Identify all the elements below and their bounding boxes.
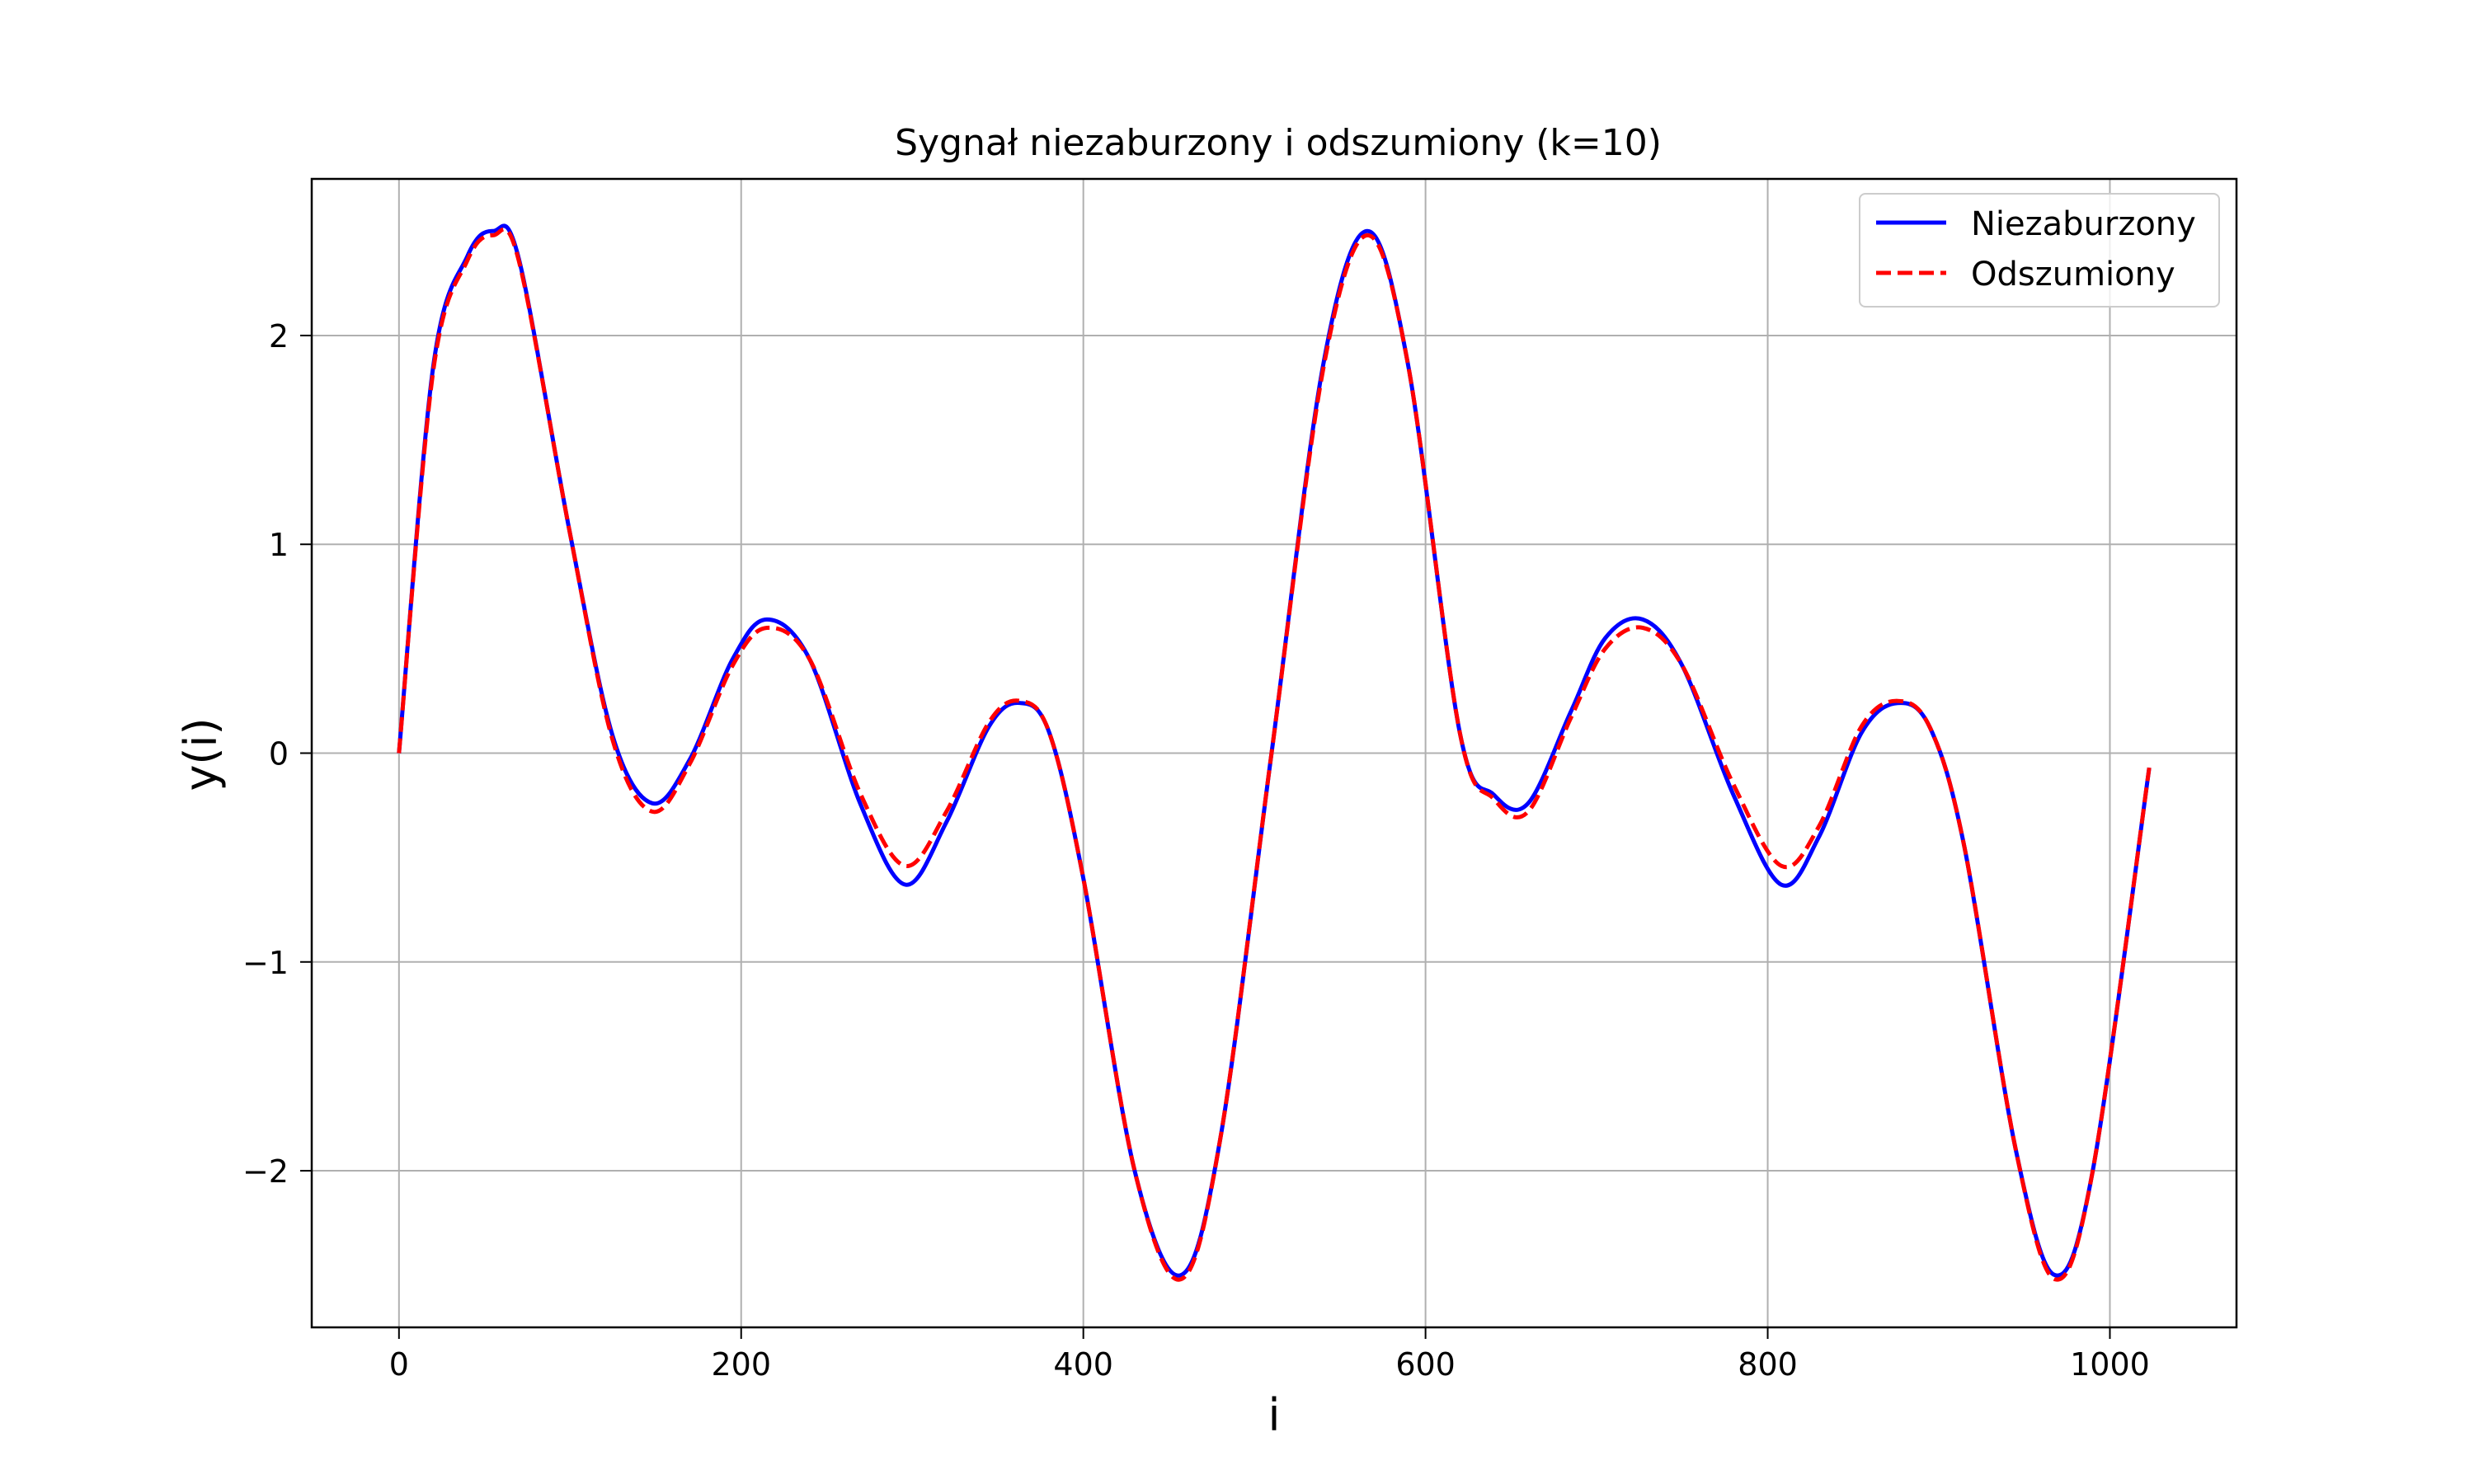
legend-label-odszumiony: Odszumiony (1971, 256, 2175, 294)
x-axis-label: i (1268, 1389, 1280, 1441)
y-tick-label: 1 (269, 527, 289, 563)
y-tick-label: 2 (269, 318, 289, 355)
y-tick-label: −1 (242, 945, 289, 981)
series-line-odszumiony (397, 227, 2152, 1282)
legend-label-niezaburzony: Niezaburzony (1971, 205, 2196, 243)
x-tick-label: 1000 (2070, 1346, 2150, 1383)
x-tick-label: 600 (1395, 1346, 1456, 1383)
x-tick-label: 200 (711, 1346, 771, 1383)
y-tick-label: 0 (269, 736, 289, 773)
y-axis-label: y(i) (175, 717, 227, 791)
grid (312, 179, 2236, 1327)
y-tick-label: −2 (242, 1153, 289, 1190)
ticks: 0 200 400 600 800 1000 −2 −1 0 1 2 (242, 318, 2150, 1383)
x-tick-label: 800 (1738, 1346, 1798, 1383)
x-tick-label: 0 (389, 1346, 409, 1383)
legend-box (1859, 193, 2220, 308)
legend: Niezaburzony Odszumiony (1859, 193, 2220, 308)
series-layer (397, 223, 2152, 1282)
x-tick-label: 400 (1053, 1346, 1113, 1383)
chart-title: Sygnał niezaburzony i odszumiony (k=10) (895, 122, 1662, 164)
